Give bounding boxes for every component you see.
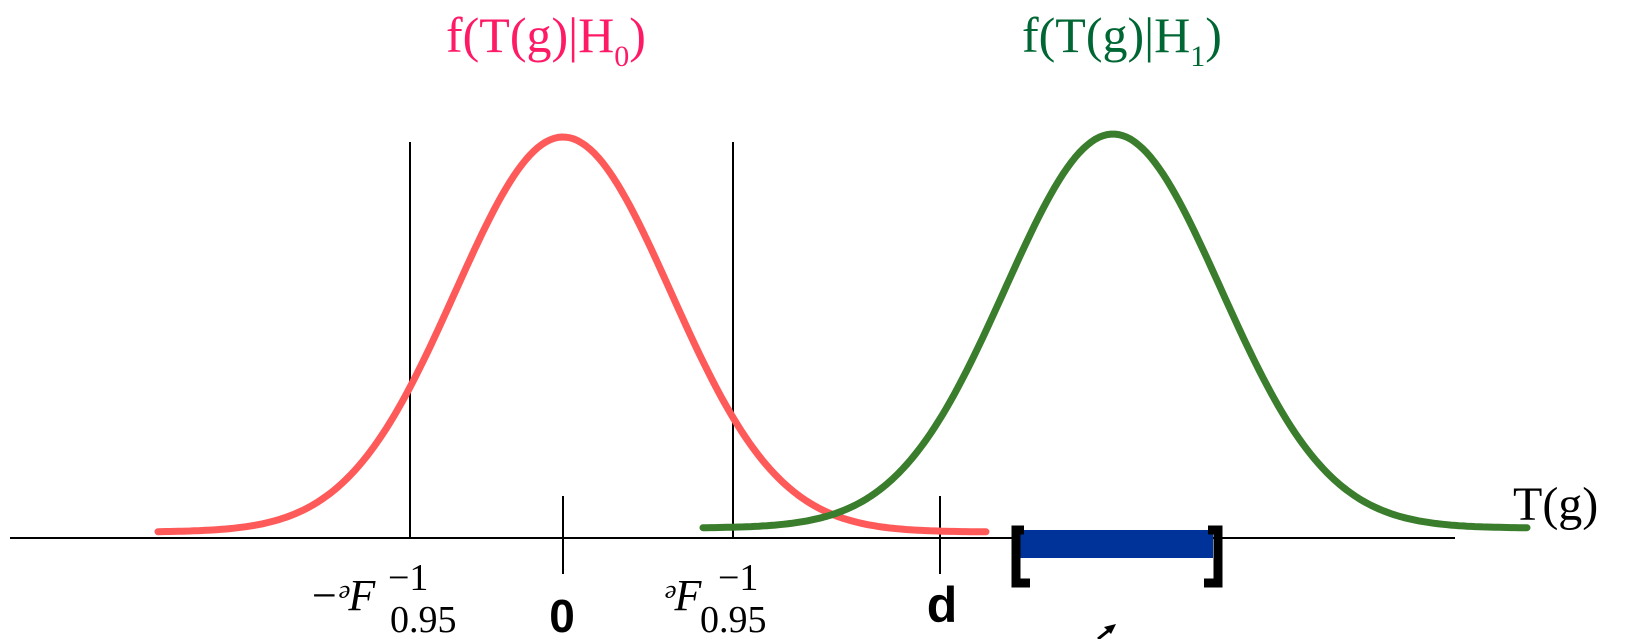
svg-text:0.95: 0.95 <box>390 599 457 639</box>
d-label: d <box>927 577 958 633</box>
null-density-curve <box>154 133 990 536</box>
pos-threshold-label: ᵊF −1 0.95 <box>663 557 767 641</box>
interval-bar <box>1020 530 1213 558</box>
arrow-up-right-icon <box>1097 624 1116 641</box>
axis-label: T(g) <box>1513 478 1598 531</box>
neg-threshold-label: −ᵊF −1 0.95 <box>312 557 457 641</box>
title-alt-hypothesis: f(T(g)|H1) <box>1022 7 1222 73</box>
svg-text:0.95: 0.95 <box>700 599 767 639</box>
right-bracket-icon <box>1204 525 1223 588</box>
svg-text:−1: −1 <box>388 557 428 599</box>
svg-text:−1: −1 <box>718 557 758 599</box>
alt-density-curve <box>699 130 1531 532</box>
svg-text:−ᵊF: −ᵊF <box>312 571 376 620</box>
zero-label: 0 <box>549 590 575 639</box>
title-null-hypothesis: f(T(g)|H0) <box>446 7 646 73</box>
svg-text:ᵊF: ᵊF <box>663 571 703 620</box>
left-bracket-icon <box>1011 525 1030 588</box>
